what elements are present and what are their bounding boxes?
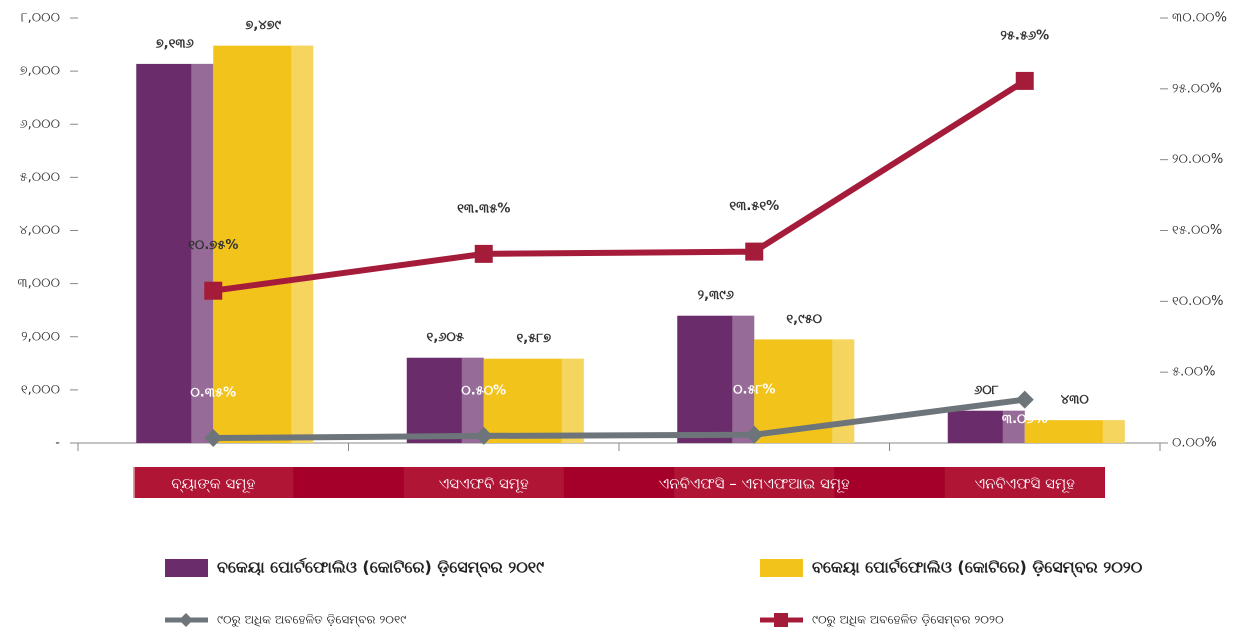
y-tick-label: - <box>55 436 60 451</box>
category-highlight <box>944 467 1105 498</box>
x-tick-label: ବ୍ୟାଙ୍କ ସମୂହ <box>171 475 255 494</box>
line-value-label: ୦.୫୦% <box>461 383 506 398</box>
bar-shade <box>832 339 855 443</box>
legend-label: ୯୦ରୁ ଅଧିକ ଅବହେଳିତ ଡ଼ିସେମ୍ବର ୨୦୧୯ <box>217 613 406 628</box>
marker <box>474 426 493 445</box>
bar-value-label: ୬୦୮ <box>974 383 999 398</box>
y2-tick-label: ୧୦.୦୦% <box>1172 294 1224 309</box>
legend-label: ବକେୟା ପୋର୍ଟଫୋଲିଓ (କୋଟିରେ) ଡ଼ିସେମ୍ବର ୨୦୧୯ <box>217 557 544 578</box>
legend-label: ବକେୟା ପୋର୍ଟଫୋଲିଓ (କୋଟିରେ) ଡ଼ିସେମ୍ବର ୨୦୨୦ <box>812 557 1143 578</box>
bar <box>1024 420 1125 443</box>
line-value-label: ୦.୫୮% <box>733 382 775 397</box>
y2-tick-label: ୨୦.୦୦% <box>1172 152 1223 167</box>
y2-tick-label: ୩୦.୦୦% <box>1172 11 1227 26</box>
line <box>212 78 1027 294</box>
y-tick-label: ୪,୦୦୦ <box>19 223 60 238</box>
line-value-label: ୦.୩୫% <box>190 386 236 401</box>
legend-marker <box>774 613 788 627</box>
category-band <box>135 467 1105 498</box>
y2-tick-label: ୦.୦୦% <box>1172 436 1217 451</box>
bar-shade <box>291 45 314 443</box>
y-tick-label: ୫,୦୦୦ <box>20 170 60 185</box>
legend-swatch <box>165 559 208 577</box>
bar <box>947 410 1025 443</box>
bar <box>136 63 214 444</box>
y2-tick-label: ୫.୦୦% <box>1172 365 1215 380</box>
line-value-label: ୧୩.୫୧% <box>729 199 779 214</box>
bar-value-label: ୧,୫୮୭ <box>516 331 551 346</box>
legend-swatch <box>760 559 803 577</box>
marker <box>745 425 764 444</box>
marker <box>204 281 223 300</box>
category-highlight <box>674 467 835 498</box>
bar-shade <box>191 63 214 444</box>
y-tick-label: ୮,୦୦୦ <box>21 11 60 26</box>
bar-value-label: ୭,୪୭୯ <box>245 18 281 33</box>
marker <box>1015 71 1034 90</box>
bar-value-label: ୪୩୦ <box>1061 393 1090 408</box>
bar-value-label: ୧,୯୫୦ <box>786 312 822 327</box>
category-highlight <box>133 467 294 498</box>
category-highlight <box>403 467 564 498</box>
marker <box>1015 390 1034 409</box>
y-tick-label: ୧,୦୦୦ <box>21 382 60 397</box>
x-tick-label: ଏନବିଏଫସି ସମୂହ <box>975 475 1076 494</box>
bar <box>406 357 484 443</box>
bar-value-label: ୭,୧୩୬ <box>156 36 194 51</box>
line-value-label: ୩.୦୬% <box>1002 412 1048 427</box>
bar-shade <box>1002 410 1025 443</box>
bar-shade <box>461 357 484 443</box>
bar-value-label: ୨,୩୯୬ <box>698 288 734 303</box>
y-tick-label: ୬,୦୦୦ <box>19 117 60 132</box>
line-value-label: ୧୦.୭୫% <box>188 238 238 253</box>
bar-shade <box>561 358 584 443</box>
line <box>213 396 1026 442</box>
line-value-label: ୨୫.୫୬% <box>1000 28 1049 43</box>
bar-shade <box>1102 420 1125 443</box>
marker <box>745 242 764 261</box>
bar <box>677 315 755 443</box>
y-tick-label: ୩,୦୦୦ <box>17 276 60 291</box>
bar <box>213 45 314 443</box>
y2-tick-label: ୧୫.୦୦% <box>1172 223 1222 238</box>
marker <box>204 429 223 448</box>
line-value-label: ୧୩.୩୫% <box>457 201 510 216</box>
y-tick-label: ୨,୦୦୦ <box>21 329 60 344</box>
y-tick-label: ୭,୦୦୦ <box>20 64 60 79</box>
bar-shade <box>732 315 755 443</box>
legend-label: ୯୦ରୁ ଅଧିକ ଅବହେଳିତ ଡ଼ିସେମ୍ବର ୨୦୨୦ <box>812 613 1004 628</box>
bar <box>483 358 584 443</box>
x-tick-label: ଏସଏଫବି ସମୂହ <box>439 475 529 494</box>
bar-value-label: ୧,୬୦୫ <box>427 330 464 345</box>
marker <box>474 244 493 263</box>
legend-marker <box>179 613 193 627</box>
y2-tick-label: ୨୫.୦୦% <box>1172 81 1222 96</box>
x-tick-label: ଏନବିଏଫସି – ଏମଏଫଆଇ ସମୂହ <box>659 475 850 494</box>
